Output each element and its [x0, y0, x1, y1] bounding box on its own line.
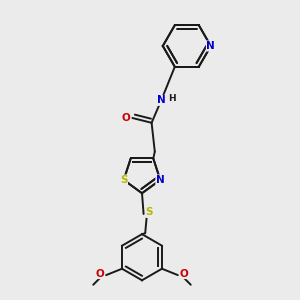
Text: O: O [179, 268, 188, 278]
Text: O: O [96, 268, 105, 278]
Text: O: O [122, 113, 130, 123]
Text: N: N [156, 175, 165, 185]
Text: N: N [157, 95, 166, 105]
Text: S: S [146, 207, 153, 218]
Text: H: H [169, 94, 176, 103]
Text: S: S [120, 175, 127, 185]
Text: N: N [206, 41, 215, 51]
